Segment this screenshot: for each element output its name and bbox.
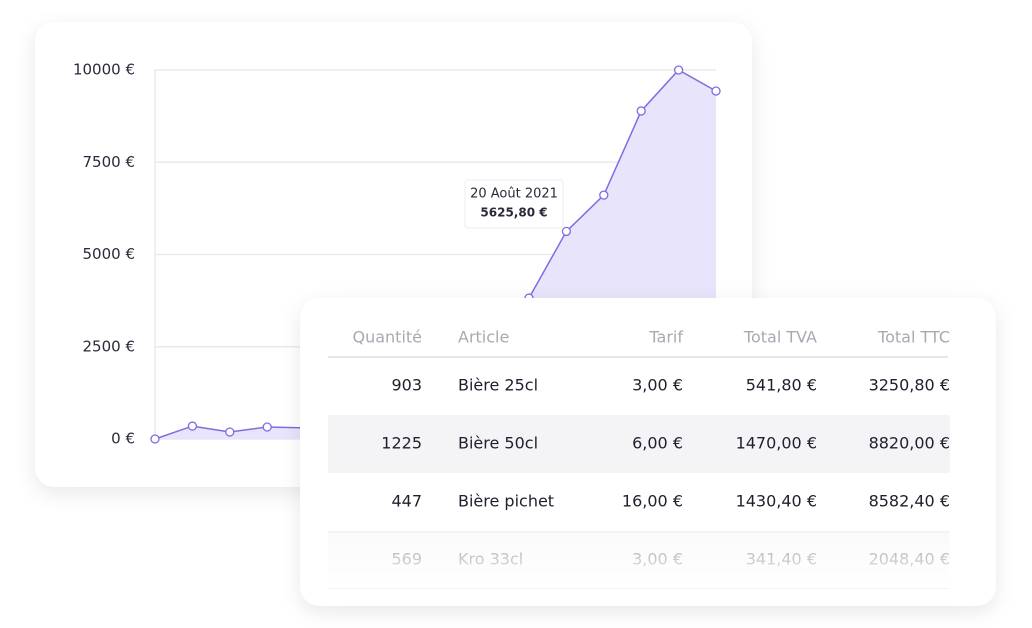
cell: Bière 50cl	[458, 434, 538, 453]
cell: 1430,40 €	[736, 492, 817, 511]
y-tick-label: 2500 €	[83, 337, 136, 355]
column-header: Article	[458, 328, 509, 347]
fade-overlay	[320, 533, 960, 588]
cell: 3250,80 €	[869, 376, 950, 395]
point	[150, 434, 160, 444]
cell: 8820,00 €	[869, 434, 950, 453]
point	[561, 226, 572, 237]
column-header: Total TTC	[877, 328, 950, 347]
point	[225, 427, 235, 437]
tooltip-box	[464, 179, 564, 229]
y-tick-label: 7500 €	[83, 153, 136, 171]
cell: 6,00 €	[632, 434, 683, 453]
tooltip-amount: 5625,80 €	[480, 206, 547, 220]
table: Quantité Article Tarif Total TVA Total TTC 90…	[320, 328, 960, 589]
y-tick-label: 5000 €	[83, 245, 136, 263]
column-header: Quantité	[352, 328, 422, 347]
point	[262, 422, 272, 432]
column-header: Total TVA	[743, 328, 817, 347]
cell: 541,80 €	[746, 376, 817, 395]
cell: 903	[391, 376, 422, 395]
cell: Bière 25cl	[458, 376, 538, 395]
point	[673, 65, 684, 75]
cell: 3,00 €	[632, 376, 683, 395]
y-tick-label: 10000 €	[73, 61, 135, 79]
point	[636, 106, 646, 116]
y-tick-label: 0 €	[111, 430, 135, 448]
row-band	[328, 415, 950, 473]
column-header: Tarif	[648, 328, 683, 347]
tooltip: 20 Août 2021 5625,80 €	[464, 179, 564, 229]
point	[711, 86, 721, 96]
cell: 1470,00 €	[736, 434, 817, 453]
cell: Bière pichet	[458, 492, 554, 511]
cell: 8582,40 €	[869, 492, 950, 511]
cell: 1225	[381, 434, 422, 453]
cell: 447	[391, 492, 422, 511]
cell: 16,00 €	[622, 492, 683, 511]
point	[599, 190, 609, 200]
point	[187, 421, 198, 431]
tooltip-date: 20 Août 2021	[470, 187, 558, 202]
